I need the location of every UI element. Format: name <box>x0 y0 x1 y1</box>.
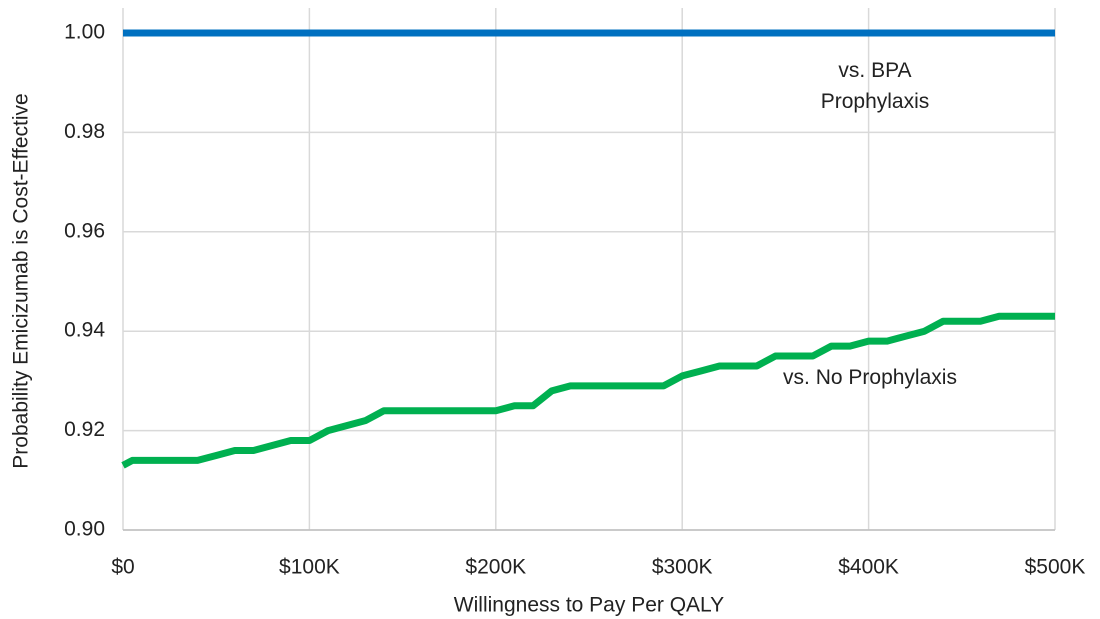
y-tick-label: 0.90 <box>64 518 105 541</box>
y-tick-label: 0.92 <box>64 418 105 441</box>
x-tick-label: $300K <box>652 556 713 579</box>
x-tick-label: $0 <box>111 556 134 579</box>
x-tick-label: $500K <box>1025 556 1086 579</box>
y-axis-label: Probability Emicizumab is Cost-Effective <box>10 93 33 468</box>
annotation: vs. No Prophylaxis <box>783 366 957 389</box>
x-axis-label: Willingness to Pay Per QALY <box>454 594 724 617</box>
x-tick-label: $100K <box>279 556 340 579</box>
y-tick-label: 1.00 <box>64 21 105 44</box>
y-tick-label: 0.96 <box>64 219 105 242</box>
x-tick-label: $200K <box>465 556 526 579</box>
x-tick-label: $400K <box>838 556 899 579</box>
y-tick-label: 0.98 <box>64 120 105 143</box>
line <box>121 312 1055 469</box>
annotation: vs. BPA Prophylaxis <box>820 59 930 113</box>
y-tick-label: 0.94 <box>64 319 105 342</box>
